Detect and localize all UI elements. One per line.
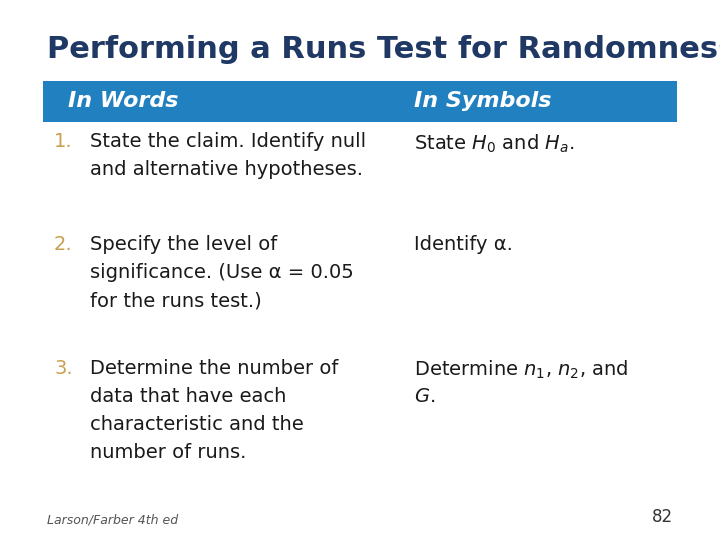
- Text: Determine the number of: Determine the number of: [90, 359, 338, 378]
- Text: and alternative hypotheses.: and alternative hypotheses.: [90, 160, 363, 179]
- Text: for the runs test.): for the runs test.): [90, 291, 262, 310]
- Text: number of runs.: number of runs.: [90, 443, 246, 462]
- Text: Identify α.: Identify α.: [414, 235, 513, 254]
- Bar: [43, 81, 677, 122]
- Text: Performing a Runs Test for Randomness: Performing a Runs Test for Randomness: [47, 35, 720, 64]
- Text: significance. (Use α = 0.05: significance. (Use α = 0.05: [90, 263, 354, 282]
- Text: Larson/Farber 4th ed: Larson/Farber 4th ed: [47, 514, 178, 526]
- Text: characteristic and the: characteristic and the: [90, 415, 304, 434]
- Text: 2.: 2.: [54, 235, 73, 254]
- Text: In Symbols: In Symbols: [414, 91, 552, 111]
- Text: 3.: 3.: [54, 359, 73, 378]
- Text: data that have each: data that have each: [90, 387, 287, 406]
- Text: In Words: In Words: [68, 91, 179, 111]
- Text: $G$.: $G$.: [414, 387, 435, 406]
- Text: State the claim. Identify null: State the claim. Identify null: [90, 132, 366, 151]
- Text: 82: 82: [652, 509, 673, 526]
- Text: 1.: 1.: [54, 132, 73, 151]
- Text: State $H_0$ and $H_a$.: State $H_0$ and $H_a$.: [414, 132, 575, 154]
- Text: Specify the level of: Specify the level of: [90, 235, 277, 254]
- Text: Determine $n_1$, $n_2$, and: Determine $n_1$, $n_2$, and: [414, 359, 629, 381]
